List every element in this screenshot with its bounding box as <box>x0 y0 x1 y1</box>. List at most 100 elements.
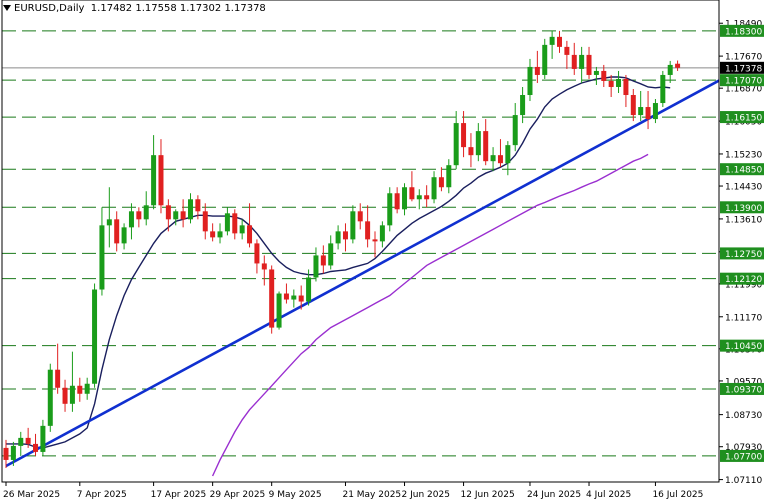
level-label: 1.12120 <box>725 275 762 285</box>
current-price-label: 1.17378 <box>725 64 762 74</box>
candle-body <box>106 219 112 226</box>
candle-body <box>667 64 673 75</box>
candle-body <box>224 213 230 232</box>
y-tick-label: 1.08730 <box>725 411 762 421</box>
candle-body <box>69 385 75 404</box>
ohlc-open: 1.17482 <box>90 3 133 14</box>
candles <box>3 30 681 468</box>
candle-body <box>173 211 179 220</box>
candle-body <box>520 95 526 116</box>
candle-body <box>239 225 245 234</box>
candle-body <box>342 231 348 240</box>
x-tick-label: 12 Jun 2025 <box>461 490 515 500</box>
dropdown-triangle-icon[interactable] <box>3 5 11 11</box>
candle-body <box>579 54 585 69</box>
indicator-lines <box>5 76 720 477</box>
x-tick-label: 16 Jul 2025 <box>652 490 703 500</box>
candle-body <box>505 145 511 164</box>
candle-body <box>269 269 275 328</box>
level-label-bg <box>720 339 764 352</box>
ohlc-high: 1.17558 <box>135 3 177 14</box>
candle-body <box>335 231 341 244</box>
level-label-bg <box>720 272 764 285</box>
y-tick-label: 1.11990 <box>725 280 762 290</box>
candle-body <box>128 211 134 228</box>
candle-body <box>18 437 24 446</box>
candle-body <box>291 295 297 300</box>
candle-body <box>165 205 171 220</box>
level-lines <box>2 30 719 457</box>
level-label: 1.18300 <box>725 27 762 37</box>
y-tick-label: 1.11170 <box>725 313 762 323</box>
candle-body <box>210 231 216 238</box>
candle-body <box>394 193 400 210</box>
candle-body <box>10 445 16 460</box>
candle-body <box>158 155 164 206</box>
candle-body <box>306 277 312 302</box>
level-label: 1.14850 <box>725 166 762 176</box>
candle-body <box>276 293 282 328</box>
ema20-line <box>6 76 671 449</box>
candle-body <box>549 36 555 45</box>
candle-body <box>84 383 90 394</box>
level-label-bg <box>720 201 764 214</box>
candle-body <box>195 199 201 212</box>
candle-body <box>143 205 149 220</box>
candle-body <box>527 66 533 96</box>
candle-body <box>232 213 238 234</box>
ohlc-low: 1.17302 <box>179 3 222 14</box>
time-axis: 26 Mar 2025 7 Apr 2025 17 Apr 2025 29 Apr 2… <box>3 482 703 500</box>
level-label-bg <box>720 163 764 176</box>
candle-body <box>92 289 98 384</box>
candle-body <box>431 177 437 200</box>
candle-body <box>247 225 253 244</box>
y-tick-label: 1.16870 <box>725 85 762 95</box>
candle-body <box>453 123 459 166</box>
candle-body <box>3 447 9 460</box>
candle-body <box>630 95 636 116</box>
candle-body <box>357 211 363 222</box>
candle-body <box>512 115 518 146</box>
level-label: 1.09370 <box>725 385 762 395</box>
candle-body <box>623 78 629 96</box>
candle-body <box>409 187 415 200</box>
candle-body <box>593 70 599 75</box>
candle-body <box>608 80 614 87</box>
level-label: 1.17070 <box>725 77 762 87</box>
candle-body <box>483 131 489 162</box>
candle-body <box>114 219 120 244</box>
symbol-label: EURUSD,Daily <box>14 3 85 14</box>
candle-body <box>77 385 83 394</box>
candle-body <box>328 243 334 266</box>
candle-body <box>416 195 422 200</box>
trendline[interactable] <box>5 79 720 468</box>
candle-body <box>350 211 356 240</box>
candle-body <box>298 295 304 302</box>
candle-body <box>387 193 393 226</box>
candle-body <box>99 225 105 290</box>
candle-body <box>379 225 385 242</box>
level-label-bg <box>720 74 764 87</box>
candle-body <box>490 155 496 162</box>
candle-body <box>468 147 474 156</box>
candle-body <box>188 199 193 220</box>
x-tick-label: 21 May 2025 <box>342 490 401 500</box>
candle-body <box>638 107 644 116</box>
x-tick-label: 2 Jun 2025 <box>402 490 450 500</box>
candle-body <box>652 103 658 120</box>
candle-body <box>586 54 592 75</box>
y-tick-label: 1.18490 <box>725 20 762 30</box>
chart-header: EURUSD,Daily 1.17482 1.17558 1.17302 1.1… <box>3 3 266 14</box>
candle-body <box>202 211 208 232</box>
candle-body <box>645 107 651 120</box>
candle-body <box>121 227 127 244</box>
level-label-bg <box>720 449 764 462</box>
candle-body <box>136 211 142 220</box>
current-price-label-bg <box>720 61 764 74</box>
x-tick-label: 17 Apr 2025 <box>151 490 207 500</box>
candle-body <box>33 443 39 452</box>
candle-body <box>571 54 577 69</box>
level-label-bg <box>720 24 764 37</box>
candle-body <box>497 155 503 164</box>
